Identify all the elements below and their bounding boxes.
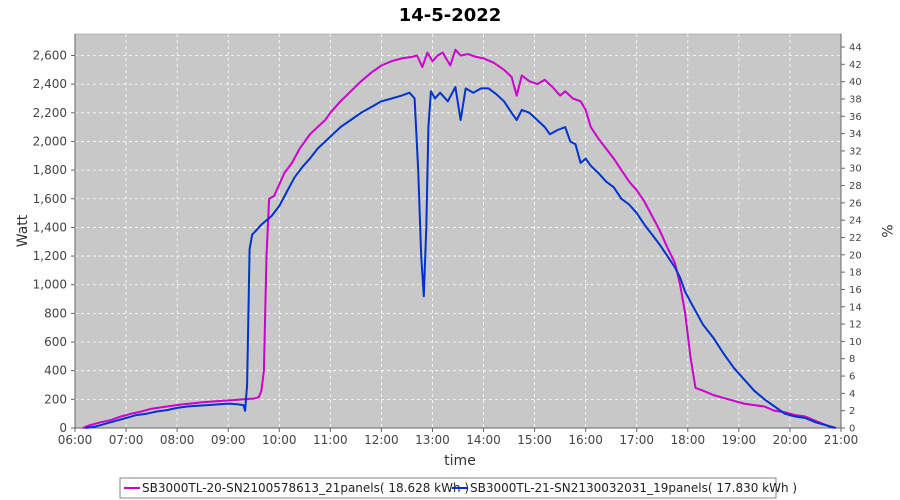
y-tick-label: 600 [44,335,67,349]
x-tick-label: 21:00 [824,433,859,447]
y-tick-label: 2,000 [33,134,67,148]
x-tick-label: 15:00 [517,433,552,447]
x-tick-label: 11:00 [313,433,348,447]
y-tick-label: 400 [44,364,67,378]
y2-tick-label: 24 [849,216,862,227]
y2-tick-label: 36 [849,112,862,123]
plot-area [74,33,842,429]
series-layer [82,48,837,429]
x-tick-label: 17:00 [619,433,654,447]
y2-tick-label: 2 [849,406,855,417]
x-tick-label: 14:00 [466,433,501,447]
y2-tick-label: 44 [849,42,862,53]
x-axis: 06:00 07:00 08:00 09:00 10:00 11:00 12:00 13:00… [58,427,859,447]
legend-label-series-2: SB3000TL-21-SN2130032031_19panels( 17.83… [470,481,797,495]
y2-tick-label: 32 [849,146,862,157]
y2-tick-label: 14 [849,302,862,313]
y-tick-label: 1,200 [33,249,67,263]
x-tick-label: 07:00 [109,433,144,447]
y2-tick-label: 12 [849,320,862,331]
grid-lines [74,34,842,429]
legend-box [119,477,777,499]
y2-tick-label: 18 [849,268,862,279]
y2-tick-label: 30 [849,164,862,175]
x-tick-label: 06:00 [58,433,93,447]
y2-tick-label: 0 [849,424,855,435]
y-tick-label: 0 [59,421,67,435]
series-line-2 [85,86,837,429]
x-tick-label: 12:00 [364,433,399,447]
y2-tick-label: 38 [849,94,862,105]
y2-tick-label: 6 [849,372,855,383]
y-axis-left: 0 200 400 600 800 1,000 1,200 1,400 1,600 1,800 2,… [33,34,76,435]
y2-axis-label: % [878,224,894,237]
y-tick-label: 1,600 [33,192,67,206]
y-tick-label: 1,000 [33,278,67,292]
x-tick-label: 19:00 [722,433,757,447]
legend: SB3000TL-20-SN2100578613_21panels( 18.62… [119,477,797,499]
x-tick-label: 16:00 [568,433,603,447]
y-tick-label: 2,600 [33,48,67,62]
y-tick-label: 1,800 [33,163,67,177]
y2-tick-label: 20 [849,250,862,261]
series-line-1 [82,48,834,429]
y-axis-label: Watt [15,214,31,247]
y2-tick-label: 28 [849,181,862,192]
y2-tick-label: 40 [849,77,862,88]
x-tick-label: 10:00 [262,433,297,447]
x-tick-label: 08:00 [160,433,195,447]
y-tick-label: 2,200 [33,106,67,120]
chart-title: 14-5-2022 [399,5,502,26]
x-tick-label: 20:00 [773,433,808,447]
y2-tick-label: 10 [849,337,862,348]
y2-tick-label: 16 [849,285,862,296]
y2-tick-label: 8 [849,354,855,365]
y-tick-label: 1,400 [33,220,67,234]
x-tick-label: 13:00 [415,433,450,447]
y-tick-label: 2,400 [33,77,67,91]
x-axis-label: time [444,453,476,469]
x-tick-label: 09:00 [211,433,246,447]
x-tick-label: 18:00 [671,433,706,447]
legend-label-series-1: SB3000TL-20-SN2100578613_21panels( 18.62… [142,481,469,495]
y2-tick-label: 42 [849,60,862,71]
y2-tick-label: 34 [849,129,862,140]
y-tick-label: 800 [44,306,67,320]
y-axis-right: 0246810121416182022242628303234363840424… [840,34,862,435]
y2-tick-label: 22 [849,233,862,244]
y2-tick-label: 4 [849,389,855,400]
y-tick-label: 200 [44,392,67,406]
y2-tick-label: 26 [849,198,862,209]
